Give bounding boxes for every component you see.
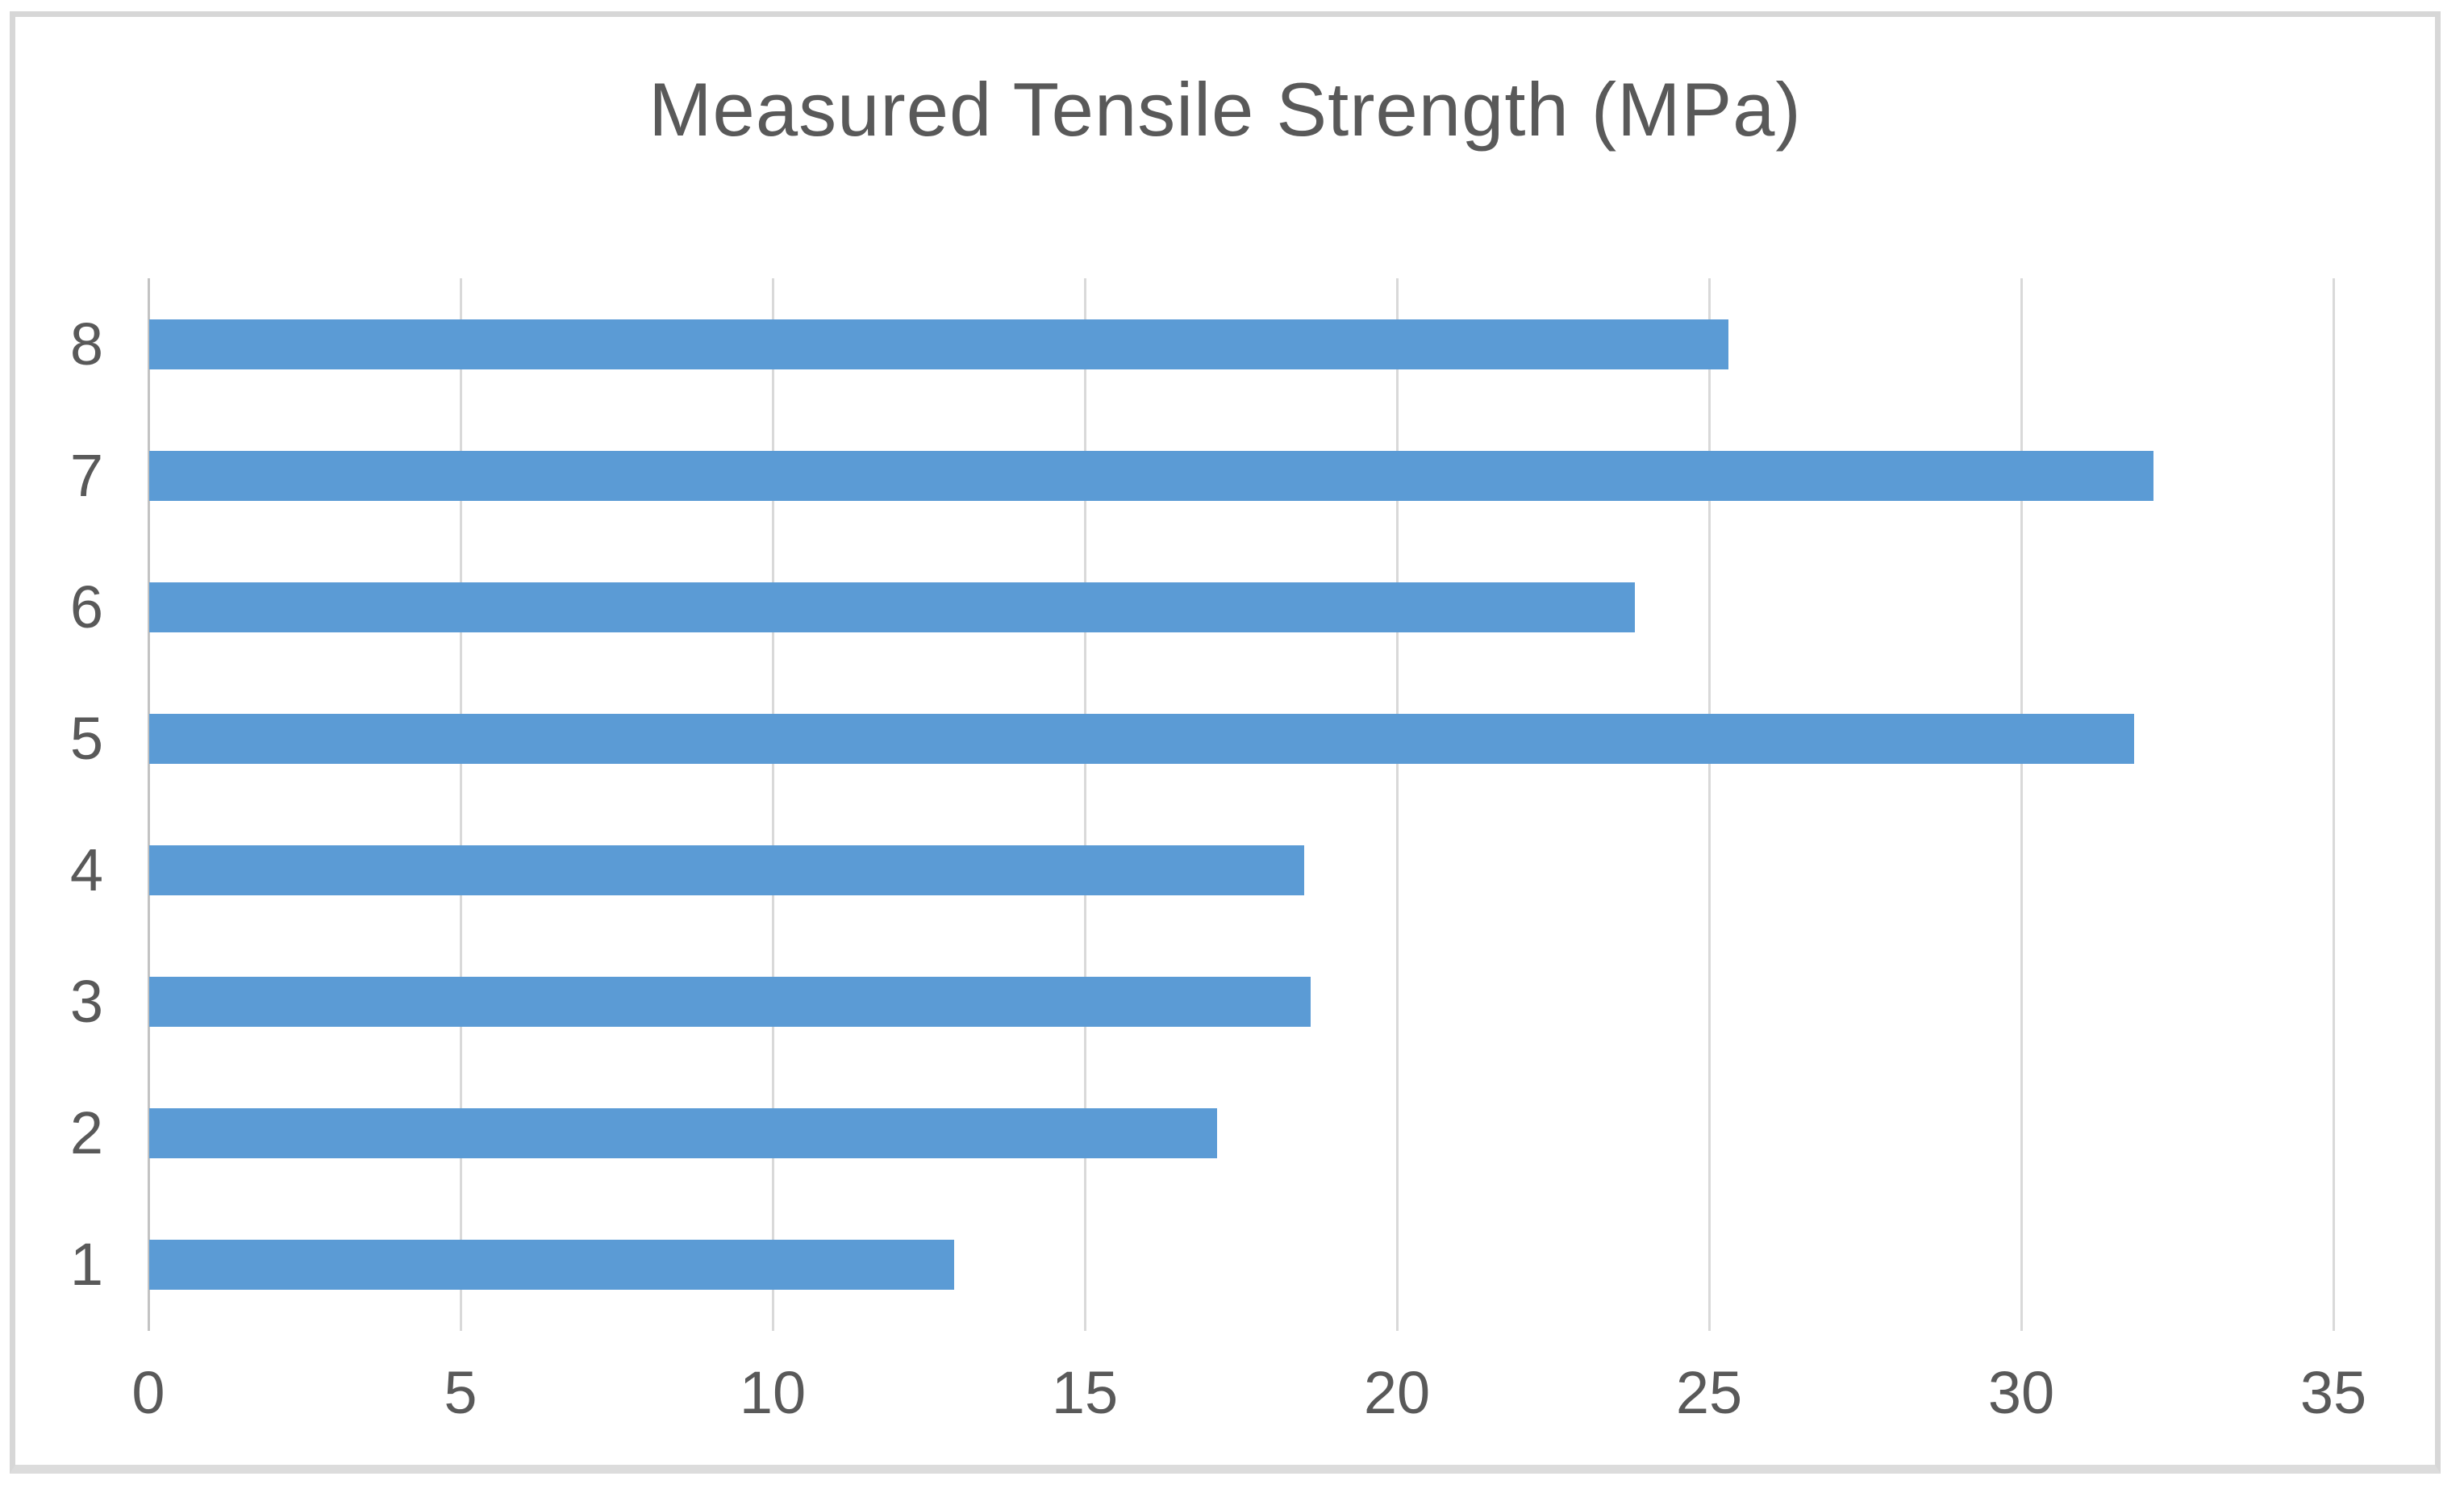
bar-category-1 <box>149 1240 955 1291</box>
value-axis: 0 5 10 15 20 25 30 35 <box>131 1359 2366 1427</box>
gridline <box>459 278 462 1331</box>
bar-category-7 <box>149 450 2153 501</box>
gridline <box>2332 278 2335 1331</box>
category-label: 7 <box>69 441 103 509</box>
gridline <box>2020 278 2023 1331</box>
x-tick-label: 20 <box>1363 1359 1431 1426</box>
chart-title: Measured Tensile Strength (MPa) <box>648 67 1802 152</box>
category-label: 2 <box>69 1099 103 1167</box>
chart-area: Measured Tensile Strength (MPa) 8 7 6 5 4 3 2 1… <box>15 17 2435 1465</box>
bar-category-6 <box>149 582 1636 632</box>
x-tick-label: 15 <box>1051 1359 1119 1426</box>
x-tick-label: 25 <box>1675 1359 1743 1426</box>
category-label: 8 <box>69 310 103 377</box>
category-label: 3 <box>69 968 103 1036</box>
gridline <box>1083 278 1086 1331</box>
category-label: 4 <box>69 836 103 904</box>
category-label: 1 <box>69 1231 103 1299</box>
bar-category-8 <box>149 319 1729 369</box>
gridline <box>1707 278 1711 1331</box>
bar-category-4 <box>149 845 1304 896</box>
chart-frame[interactable]: Measured Tensile Strength (MPa) 8 7 6 5 4 3 2 1… <box>10 11 2441 1474</box>
x-tick-label: 5 <box>444 1359 477 1426</box>
category-axis-line <box>147 278 150 1331</box>
category-label: 6 <box>69 573 103 640</box>
category-axis: 8 7 6 5 4 3 2 1 <box>15 278 103 1331</box>
category-label: 5 <box>69 704 103 772</box>
gridline <box>771 278 774 1331</box>
bar-category-3 <box>149 977 1311 1028</box>
x-tick-label: 30 <box>1987 1359 2055 1426</box>
gridline <box>1395 278 1399 1331</box>
x-tick-label: 10 <box>739 1359 807 1426</box>
x-tick-label: 35 <box>2299 1359 2367 1426</box>
bar-category-2 <box>149 1108 1217 1159</box>
plot-area <box>147 278 2335 1331</box>
x-tick-label: 0 <box>131 1359 165 1426</box>
bar-category-5 <box>149 713 2135 764</box>
